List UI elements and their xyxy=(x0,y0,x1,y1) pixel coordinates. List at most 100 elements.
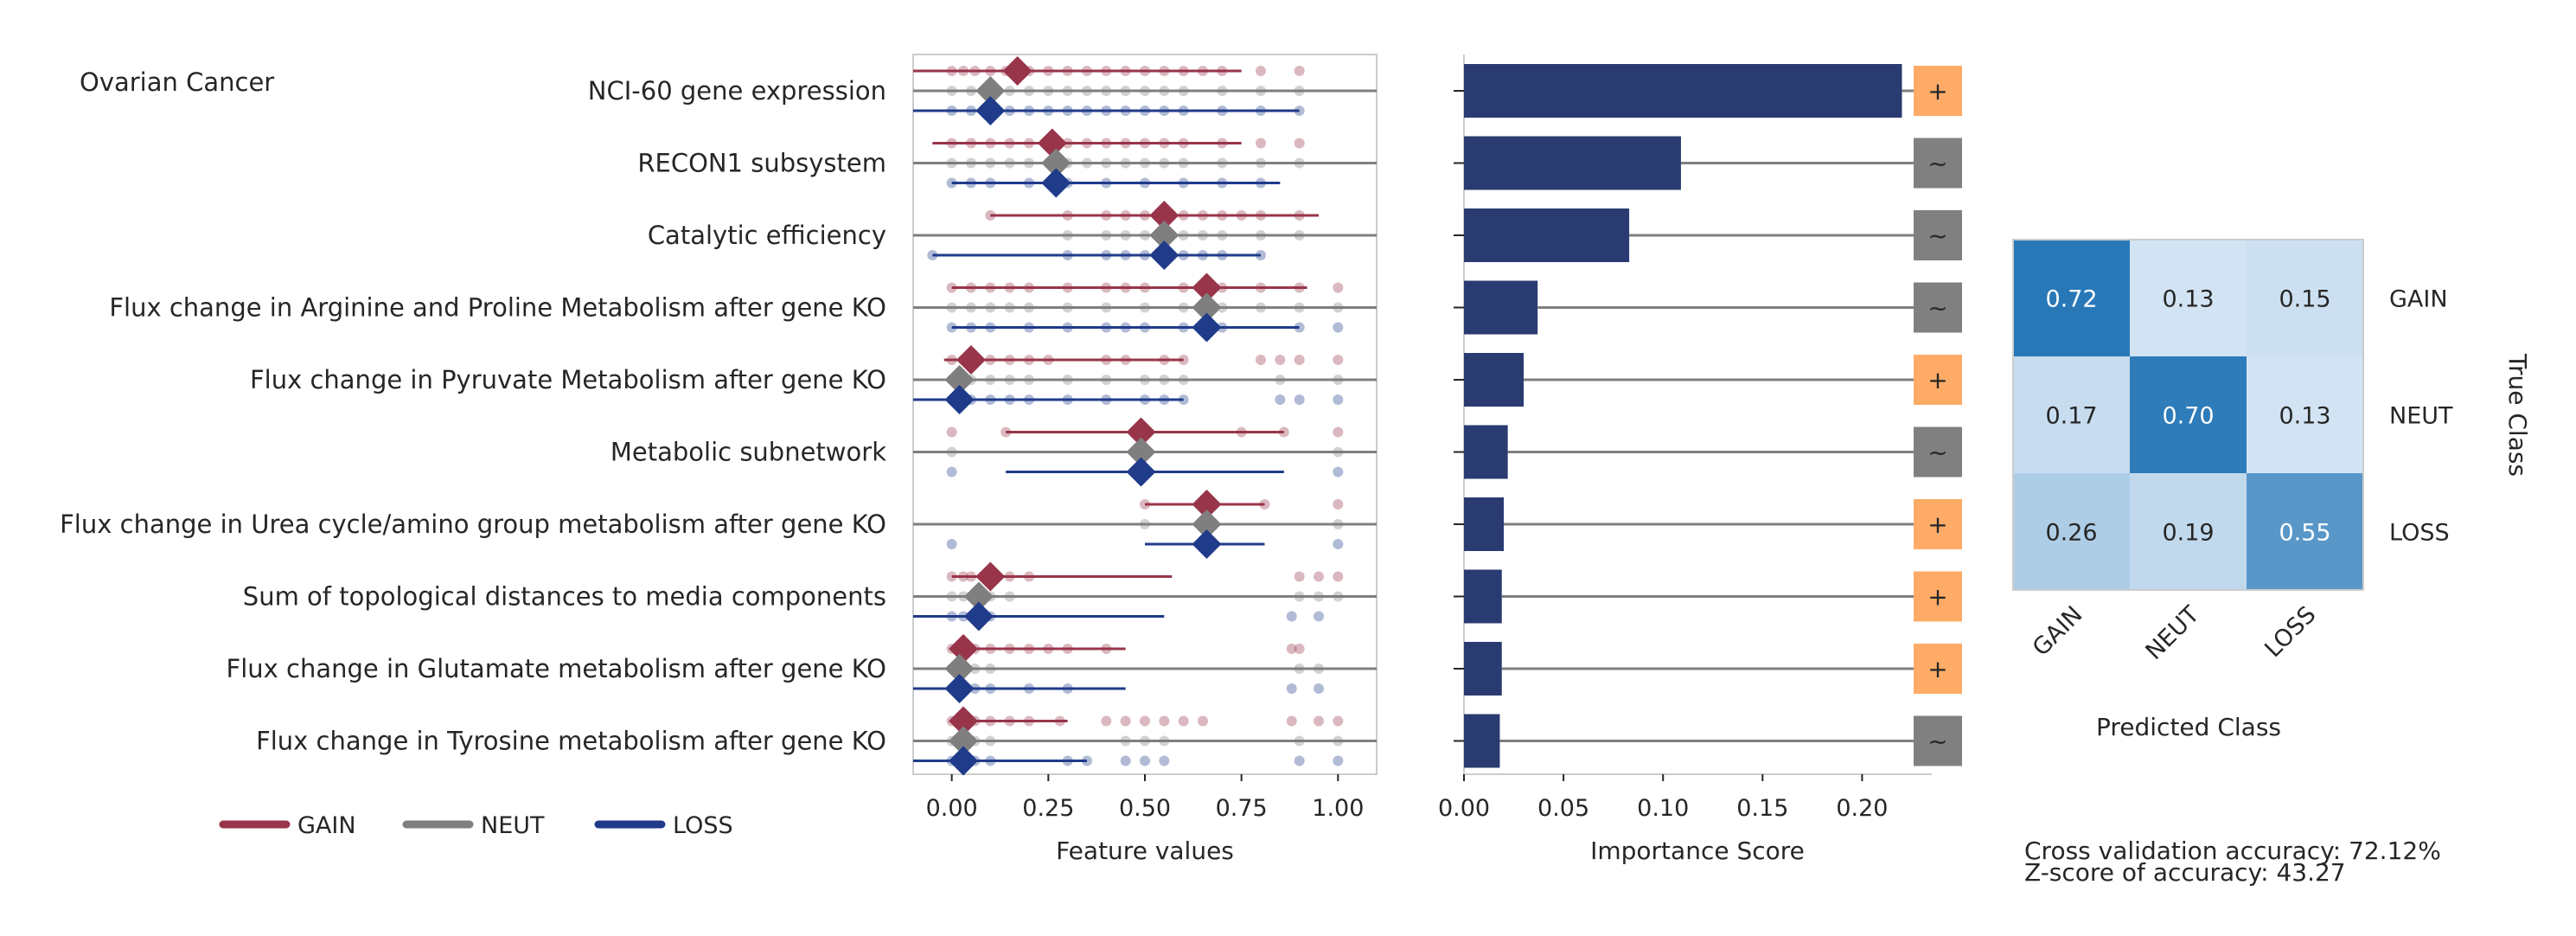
data-point xyxy=(1333,355,1344,365)
data-point xyxy=(1120,157,1131,169)
mean-marker xyxy=(1192,292,1222,323)
mean-marker xyxy=(944,365,975,394)
data-point xyxy=(1140,138,1150,149)
data-point xyxy=(969,66,981,76)
data-point xyxy=(1004,644,1015,654)
feature-values-panel: 0.00 0.25 0.50 0.75 1.00 Feature values xyxy=(912,54,1377,865)
matrix-cell xyxy=(2247,473,2363,590)
sign-box xyxy=(1914,210,1962,260)
mean-marker xyxy=(949,726,979,756)
data-point xyxy=(1101,177,1112,189)
data-point xyxy=(1024,394,1034,405)
x-tick-label: 0.25 xyxy=(1022,795,1074,822)
data-point xyxy=(1024,322,1034,333)
data-point xyxy=(946,322,957,333)
data-point xyxy=(1120,755,1131,766)
feature-label: Flux change in Arginine and Proline Meta… xyxy=(109,293,886,323)
data-point xyxy=(1159,138,1170,149)
matrix-row-label: NEUT xyxy=(2389,403,2453,430)
x-tick-label: 0.75 xyxy=(1216,795,1268,822)
data-point xyxy=(1198,230,1208,240)
sign-label: + xyxy=(1927,655,1947,683)
data-point xyxy=(1178,230,1189,240)
data-point xyxy=(985,66,996,76)
data-point xyxy=(969,664,981,674)
data-point xyxy=(946,138,957,149)
data-point xyxy=(1178,106,1189,116)
data-point xyxy=(1101,302,1112,313)
data-point xyxy=(1082,138,1092,149)
legend: GAIN NEUT LOSS xyxy=(219,812,733,839)
accuracy-text: Cross validation accuracy: 72.12% xyxy=(2024,837,2441,865)
data-point xyxy=(1333,755,1344,766)
mean-marker xyxy=(1192,529,1222,559)
data-point xyxy=(1082,755,1092,766)
x-tick-label: 0.00 xyxy=(926,795,978,822)
data-point xyxy=(1024,644,1034,654)
data-point xyxy=(1101,375,1112,385)
data-point xyxy=(1333,591,1344,602)
data-point xyxy=(1140,322,1150,333)
data-point xyxy=(1159,715,1170,727)
data-point xyxy=(1294,591,1305,602)
matrix-cell-value: 0.70 xyxy=(2162,403,2214,430)
data-point xyxy=(1120,355,1131,365)
data-point xyxy=(1062,683,1073,694)
data-point xyxy=(1294,394,1305,405)
matrix-col-label: LOSS xyxy=(2260,601,2321,663)
data-point xyxy=(1159,66,1170,76)
data-point xyxy=(985,644,996,654)
data-point xyxy=(1198,715,1208,727)
data-point xyxy=(1333,499,1344,510)
data-point xyxy=(1294,355,1305,365)
data-point xyxy=(1101,138,1112,149)
data-point xyxy=(1140,735,1150,747)
feature-label: Flux change in Glutamate metabolism afte… xyxy=(227,654,886,683)
data-point xyxy=(1333,394,1344,405)
data-point xyxy=(1101,282,1112,293)
data-point xyxy=(1140,86,1150,96)
data-point xyxy=(1333,466,1344,478)
data-point xyxy=(985,210,996,221)
data-point xyxy=(1140,177,1150,189)
data-point xyxy=(1062,106,1073,116)
data-point xyxy=(1004,157,1015,169)
data-point xyxy=(985,177,996,189)
sign-label: ~ xyxy=(1927,728,1947,756)
data-point xyxy=(1333,715,1344,727)
data-point xyxy=(1256,210,1266,221)
data-point xyxy=(1294,571,1305,582)
data-point xyxy=(1294,138,1305,149)
data-point xyxy=(985,394,996,405)
data-point xyxy=(1120,282,1131,293)
data-point xyxy=(1256,66,1266,76)
data-point xyxy=(1120,86,1131,96)
data-point xyxy=(1004,282,1015,293)
feature-label: Flux change in Tyrosine metabolism after… xyxy=(256,727,886,756)
data-point xyxy=(1004,302,1015,313)
data-point xyxy=(985,375,996,385)
data-point xyxy=(1062,375,1073,385)
data-point xyxy=(1140,210,1150,221)
data-point xyxy=(1101,157,1112,169)
data-point xyxy=(1140,715,1150,727)
data-point xyxy=(946,426,957,438)
data-point xyxy=(1062,282,1073,293)
sign-box xyxy=(1914,66,1962,116)
matrix-cell xyxy=(2130,473,2247,590)
panel-title: Ovarian Cancer xyxy=(80,67,274,97)
data-point xyxy=(1140,499,1150,510)
data-point xyxy=(1294,210,1305,221)
data-point xyxy=(1140,755,1150,766)
data-point xyxy=(985,664,996,674)
data-point xyxy=(1062,755,1073,766)
data-point xyxy=(1101,322,1112,333)
data-point xyxy=(1062,210,1073,221)
data-point xyxy=(1024,177,1034,189)
data-point xyxy=(1178,66,1189,76)
importance-bar xyxy=(1464,353,1525,407)
data-point xyxy=(985,322,996,333)
data-point xyxy=(1082,106,1092,116)
data-point xyxy=(1101,210,1112,221)
mean-marker xyxy=(1149,221,1179,250)
